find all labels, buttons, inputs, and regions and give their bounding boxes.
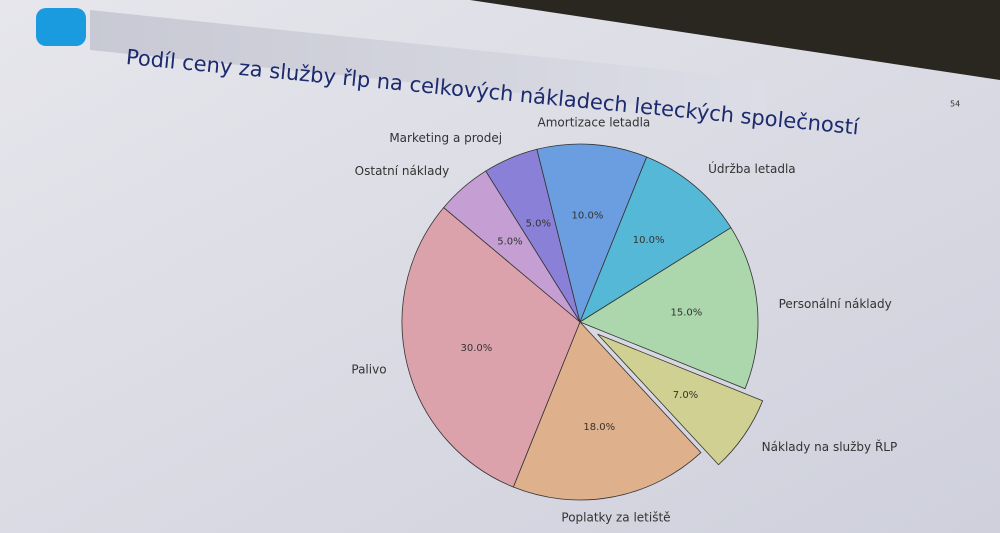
category-label: Palivo — [351, 363, 386, 377]
value-label: 10.0% — [572, 210, 604, 221]
category-label: Údržba letadla — [708, 161, 796, 176]
category-label: Amortizace letadla — [538, 116, 651, 130]
title-band — [90, 10, 765, 118]
category-label: Marketing a prodej — [389, 131, 502, 145]
value-label: 5.0% — [526, 219, 551, 230]
value-label: 18.0% — [583, 422, 615, 433]
value-label: 30.0% — [460, 343, 492, 354]
value-label: 5.0% — [497, 236, 522, 247]
screen-edge — [470, 0, 1000, 80]
category-label: Náklady na služby ŘLP — [762, 439, 898, 454]
value-label: 10.0% — [633, 235, 665, 246]
pie-slice — [401, 207, 581, 488]
pie-slice — [512, 321, 702, 501]
value-label: 15.0% — [671, 308, 703, 319]
category-label: Ostatní náklady — [355, 164, 450, 178]
pie-slice — [579, 156, 732, 323]
category-label: Poplatky za letiště — [561, 511, 670, 525]
category-label: Personální náklady — [779, 297, 892, 311]
value-label: 7.0% — [673, 390, 698, 401]
slide-number: 54 — [950, 100, 960, 109]
pie-slice — [597, 333, 764, 466]
pie-slice — [579, 227, 759, 390]
pie-slice — [536, 143, 648, 324]
title-icon — [36, 8, 86, 46]
pie: 5.0% Marketing a prodej 10.0% Amortizace le… — [351, 116, 897, 525]
pie-slice — [443, 170, 581, 323]
